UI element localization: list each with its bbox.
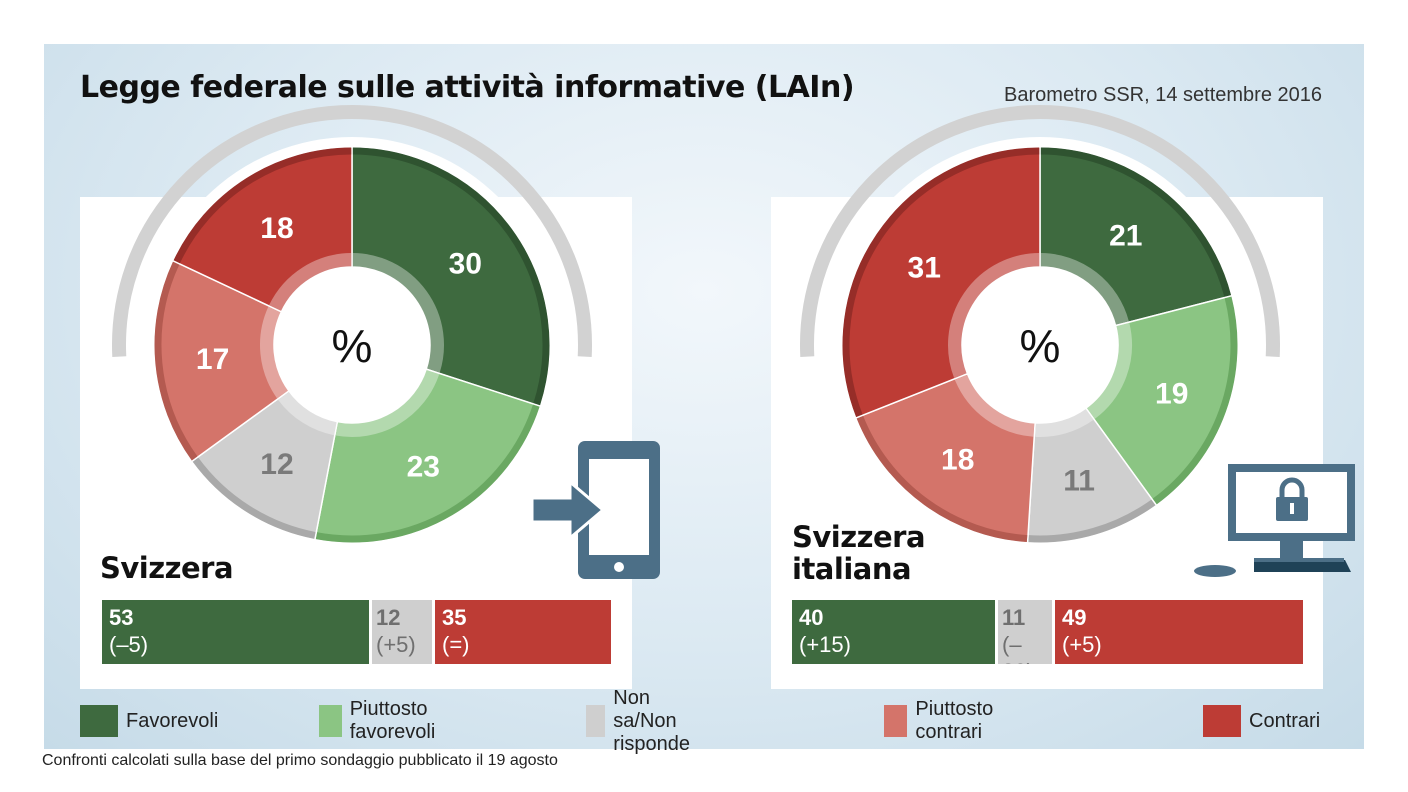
legend-swatch bbox=[319, 705, 342, 737]
legend-swatch bbox=[884, 705, 908, 737]
region-title-svizzera-italiana: Svizzera italiana bbox=[792, 520, 926, 586]
slice-label-non-sa: 12 bbox=[260, 448, 293, 481]
legend-swatch bbox=[80, 705, 118, 737]
slice-edge-favorevoli bbox=[1040, 147, 1232, 297]
legend-label: Piuttosto contrari bbox=[915, 698, 994, 743]
footnote: Confronti calcolati sulla base del primo… bbox=[42, 752, 558, 769]
summary-segment-non-sa: 12 (+5) bbox=[372, 600, 432, 664]
slice-piuttosto-contrari bbox=[854, 372, 1036, 544]
region-name-line-2: italiana bbox=[792, 552, 912, 586]
summary-value: 11 bbox=[1002, 605, 1026, 630]
legend-label: Favorevoli bbox=[126, 709, 219, 732]
summary-value: 35 bbox=[442, 605, 467, 630]
slice-contrari bbox=[171, 146, 353, 313]
legend-item-contrari: Contrari bbox=[1203, 705, 1320, 737]
slice-edge-non-sa bbox=[1028, 499, 1156, 543]
region-name: Svizzera bbox=[100, 551, 234, 585]
slice-label-non-sa: 11 bbox=[1063, 464, 1095, 497]
legend-item-piuttosto-contrari: Piuttosto contrari bbox=[884, 698, 1008, 743]
slice-favorevoli bbox=[1039, 146, 1233, 327]
slice-edge-piuttosto-favorevoli bbox=[315, 404, 540, 543]
region-title-svizzera: Svizzera bbox=[100, 551, 234, 585]
donut-rim bbox=[800, 105, 1280, 357]
summary-value: 53 bbox=[109, 605, 134, 630]
donut-hole bbox=[968, 273, 1112, 417]
slice-edge-piuttosto-favorevoli bbox=[1152, 296, 1238, 505]
slice-edge-favorevoli bbox=[352, 147, 550, 406]
legend-swatch bbox=[586, 705, 606, 737]
percent-symbol: % bbox=[1020, 320, 1061, 372]
legend-swatch bbox=[1203, 705, 1241, 737]
slice-inner-non-sa bbox=[1035, 408, 1094, 437]
slice-edge-contrari bbox=[173, 147, 352, 264]
slice-label-contrari: 18 bbox=[260, 212, 293, 245]
slice-edge-contrari bbox=[842, 147, 1040, 417]
summary-segment-favorevoli: 40 (+15) bbox=[792, 600, 995, 664]
legend-label: Piuttosto favorevoli bbox=[349, 698, 436, 743]
summary-bar-svizzera-italiana: 40 (+15) 11 (–20) 49 (+5) bbox=[792, 600, 1303, 664]
legend-item-non-sa: Non sa/Non risponde bbox=[586, 687, 709, 755]
slice-label-piuttosto-favorevoli: 19 bbox=[1155, 377, 1188, 410]
slice-edge-non-sa bbox=[192, 457, 316, 539]
slice-inner-contrari bbox=[269, 253, 352, 312]
legend-label: Non sa/Non risponde bbox=[613, 686, 691, 755]
slice-inner-piuttosto-favorevoli bbox=[1086, 323, 1132, 419]
slice-non-sa bbox=[190, 389, 339, 541]
donut-rim bbox=[112, 105, 592, 357]
summary-segment-contrari: 49 (+5) bbox=[1055, 600, 1303, 664]
slice-edge-piuttosto-contrari bbox=[856, 415, 1028, 543]
slice-piuttosto-contrari bbox=[153, 259, 290, 463]
slice-label-contrari: 31 bbox=[908, 251, 941, 284]
slice-label-piuttosto-contrari: 18 bbox=[941, 443, 974, 476]
summary-change: (+5) bbox=[1062, 632, 1102, 657]
legend-item-favorevoli: Favorevoli bbox=[80, 705, 218, 737]
donut-hole bbox=[280, 273, 424, 417]
slice-inner-favorevoli bbox=[1040, 253, 1129, 326]
region-name-line-1: Svizzera bbox=[792, 520, 926, 554]
slice-label-favorevoli: 30 bbox=[449, 248, 482, 281]
slice-inner-piuttosto-favorevoli bbox=[335, 369, 440, 437]
donut-chart: 21 19 11 18 31% bbox=[800, 105, 1280, 553]
slice-label-piuttosto-favorevoli: 23 bbox=[407, 451, 440, 484]
summary-segment-contrari: 35 (=) bbox=[435, 600, 611, 664]
summary-change: (+15) bbox=[799, 632, 851, 657]
slice-label-favorevoli: 21 bbox=[1109, 219, 1142, 252]
summary-change: (–5) bbox=[109, 632, 149, 657]
donut-chart: 30 23 12 17 18% bbox=[112, 105, 592, 553]
summary-change: (–20) bbox=[1002, 632, 1034, 664]
slice-favorevoli bbox=[351, 146, 551, 408]
legend-item-piuttosto-favorevoli: Piuttosto favorevoli bbox=[319, 698, 451, 743]
summary-value: 12 bbox=[376, 605, 401, 630]
summary-segment-favorevoli: 53 (–5) bbox=[102, 600, 369, 664]
summary-value: 49 bbox=[1062, 605, 1087, 630]
slice-inner-non-sa bbox=[278, 391, 337, 436]
slice-inner-piuttosto-contrari bbox=[260, 306, 289, 399]
percent-symbol: % bbox=[332, 320, 373, 372]
slice-inner-piuttosto-contrari bbox=[954, 374, 1035, 437]
slice-edge-piuttosto-contrari bbox=[154, 261, 198, 461]
summary-change: (=) bbox=[442, 632, 470, 657]
source-note: Barometro SSR, 14 settembre 2016 bbox=[1004, 84, 1322, 106]
summary-bar-svizzera: 53 (–5) 12 (+5) 35 (=) bbox=[102, 600, 611, 664]
slice-inner-contrari bbox=[948, 253, 1040, 379]
chart-title: Legge federale sulle attività informativ… bbox=[80, 70, 855, 105]
slice-piuttosto-favorevoli bbox=[314, 368, 542, 544]
slice-inner-favorevoli bbox=[352, 253, 444, 373]
summary-segment-non-sa: 11 (–20) bbox=[998, 600, 1052, 664]
slice-label-piuttosto-contrari: 17 bbox=[196, 343, 229, 376]
summary-change: (+5) bbox=[376, 632, 416, 657]
legend-label: Contrari bbox=[1249, 709, 1321, 732]
summary-value: 40 bbox=[799, 605, 824, 630]
